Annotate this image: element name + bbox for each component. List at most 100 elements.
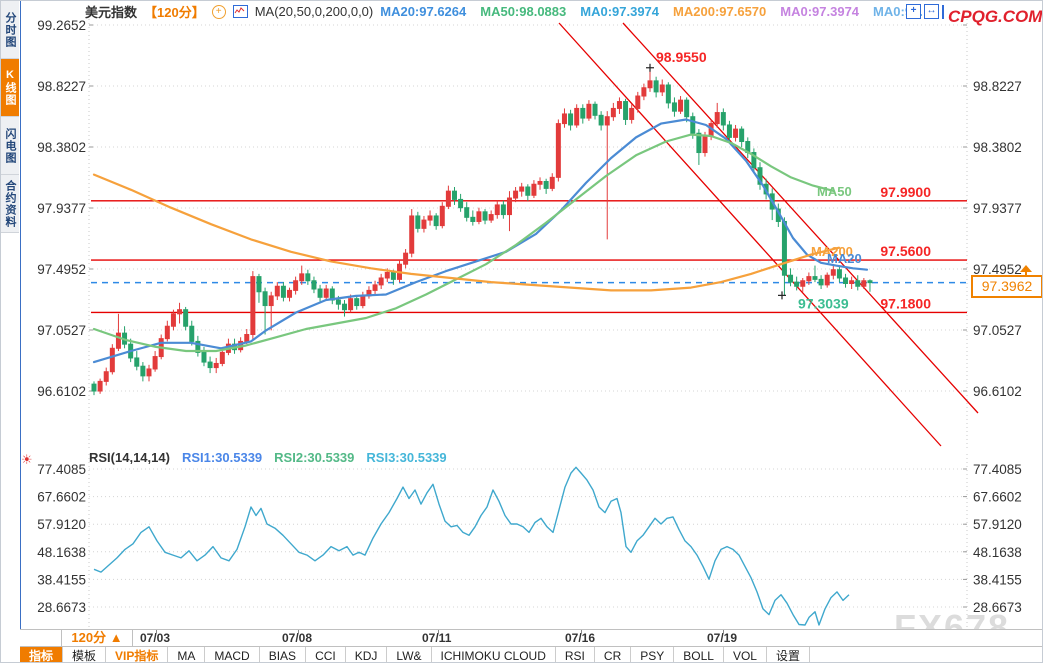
expand-plus-icon[interactable]: +	[211, 4, 226, 19]
candle-body	[604, 116, 610, 126]
y-axis-label: 97.9377	[37, 201, 86, 216]
candle-body	[635, 95, 641, 109]
candle-body	[855, 280, 861, 287]
candle-body	[244, 334, 250, 342]
candle-body	[806, 276, 812, 282]
candle-body	[268, 295, 274, 307]
move-icon[interactable]: +	[906, 4, 921, 19]
rsi-value: RSI1:30.5339	[181, 450, 263, 465]
candle-body	[800, 280, 806, 287]
rsi-line	[93, 466, 850, 626]
candle-body	[280, 285, 286, 298]
ma-value: MA0:97.3974	[780, 4, 860, 19]
toolbar-item-ICHIMOKU CLOUD[interactable]: ICHIMOKU CLOUD	[432, 647, 556, 662]
candle-body	[189, 325, 195, 342]
toolbar-item-KDJ[interactable]: KDJ	[346, 647, 388, 662]
indicator-toolbar: 指标 模板 VIP指标 MA MACD BIAS CCI KDJ LW& ICHIMOKU CLO…	[20, 647, 1042, 662]
rsi-axis-label: 57.9120	[37, 517, 86, 532]
indicator-flag-icon[interactable]: ☀	[21, 452, 33, 467]
candle-body	[574, 107, 580, 126]
date-tick	[438, 630, 439, 634]
candle-body	[146, 368, 152, 377]
toolbar-item-模板[interactable]: 模板	[63, 647, 107, 662]
toolbar-item-CR[interactable]: CR	[595, 647, 632, 662]
toolbar-item-BOLL[interactable]: BOLL	[674, 647, 724, 662]
low-marker-label: 97.3039	[798, 295, 849, 311]
candle-body	[843, 277, 849, 285]
rsi-axis-label: 77.4085	[37, 462, 86, 477]
candle-body	[726, 124, 732, 138]
toolbar-item-设置[interactable]: 设置	[767, 647, 810, 662]
rsi-axis-label: 38.4155	[973, 572, 1022, 587]
toolbar-item-VOL[interactable]: VOL	[724, 647, 767, 662]
candle-body	[757, 167, 763, 185]
candle-body	[598, 114, 604, 126]
candle-body	[781, 220, 787, 276]
sidebar-tab-K线图[interactable]: K线图	[1, 59, 19, 117]
candle-body	[720, 112, 726, 126]
toolbar-item-指标[interactable]: 指标	[20, 647, 64, 662]
rsi-value: RSI3:30.5339	[366, 450, 447, 465]
candle-body	[305, 273, 311, 282]
candle-body	[629, 107, 635, 120]
candle-body	[421, 219, 427, 229]
candle-body	[616, 101, 622, 109]
candle-body	[115, 332, 121, 349]
ma50-line	[92, 133, 836, 353]
ma-value: MA0:97.3974	[580, 4, 660, 19]
candle-body	[586, 103, 592, 119]
scale-icon[interactable]: ↔	[924, 4, 939, 19]
candle-body	[311, 280, 317, 290]
ma-values: MA20:97.6264 MA50:98.0883 MA0:97.3974 MA200…	[380, 4, 923, 19]
candle-body	[342, 303, 348, 311]
toolbar-item-RSI[interactable]: RSI	[556, 647, 595, 662]
candle-body	[378, 277, 384, 286]
candle-body	[439, 205, 445, 227]
candle-body	[384, 271, 390, 279]
candle-body	[610, 107, 616, 118]
price-line-label: 97.9900	[880, 184, 931, 200]
candle-body	[451, 190, 457, 200]
candle-body	[665, 84, 671, 104]
rsi-axis-label: 28.6673	[973, 600, 1022, 615]
main-chart-canvas[interactable]: 99.2652 98.8227 98.8227 98.3802 98.3802 97.93…	[1, 1, 1043, 449]
date-tick	[298, 630, 299, 634]
toolbar-item-BIAS[interactable]: BIAS	[260, 647, 307, 662]
trendline	[622, 22, 979, 414]
candle-body	[476, 211, 482, 222]
candle-body	[409, 215, 415, 254]
candle-body	[164, 325, 170, 340]
ma-value: MA200:97.6570	[673, 4, 767, 19]
ma-value: MA50:98.0883	[480, 4, 567, 19]
header-tools: + ↔	[906, 4, 944, 19]
candle-body	[506, 197, 512, 216]
date-label: 07/08	[282, 631, 313, 645]
sidebar-tab-分时图[interactable]: 分时图	[1, 1, 19, 59]
date-label: 07/19	[707, 631, 738, 645]
interval-selector[interactable]: 120分 ▲	[61, 630, 133, 646]
rsi-axis-label: 48.1638	[37, 545, 86, 560]
toolbar-item-CCI[interactable]: CCI	[306, 647, 346, 662]
candle-body	[433, 215, 439, 227]
candle-body	[177, 309, 183, 315]
divider	[942, 4, 944, 19]
toolbar-item-MA[interactable]: MA	[168, 647, 206, 662]
toolbar-item-VIP指标[interactable]: VIP指标	[106, 647, 169, 662]
toolbar-item-PSY[interactable]: PSY	[631, 647, 675, 662]
candle-body	[317, 288, 323, 298]
candle-body	[678, 99, 684, 112]
y-axis-label: 96.6102	[973, 384, 1022, 399]
rsi-chart-canvas[interactable]: 77.4085 77.4085 67.6602 67.6602 57.9120 57.91…	[1, 449, 1043, 629]
sidebar-tab-合约资料[interactable]: 合约资料	[1, 175, 19, 233]
toolbar-item-LW&[interactable]: LW&	[387, 647, 432, 662]
candle-body	[690, 116, 696, 134]
candle-body	[427, 215, 433, 221]
rsi-header: RSI(14,14,14) RSI1:30.5339 RSI2:30.5339 RS…	[89, 450, 447, 465]
trendline	[558, 22, 942, 447]
date-label: 07/11	[422, 631, 452, 645]
chart-type-icon	[232, 5, 248, 18]
toolbar-item-MACD[interactable]: MACD	[205, 647, 260, 662]
sidebar-tab-闪电图[interactable]: 闪电图	[1, 117, 19, 175]
y-axis-label: 97.0527	[973, 323, 1022, 338]
